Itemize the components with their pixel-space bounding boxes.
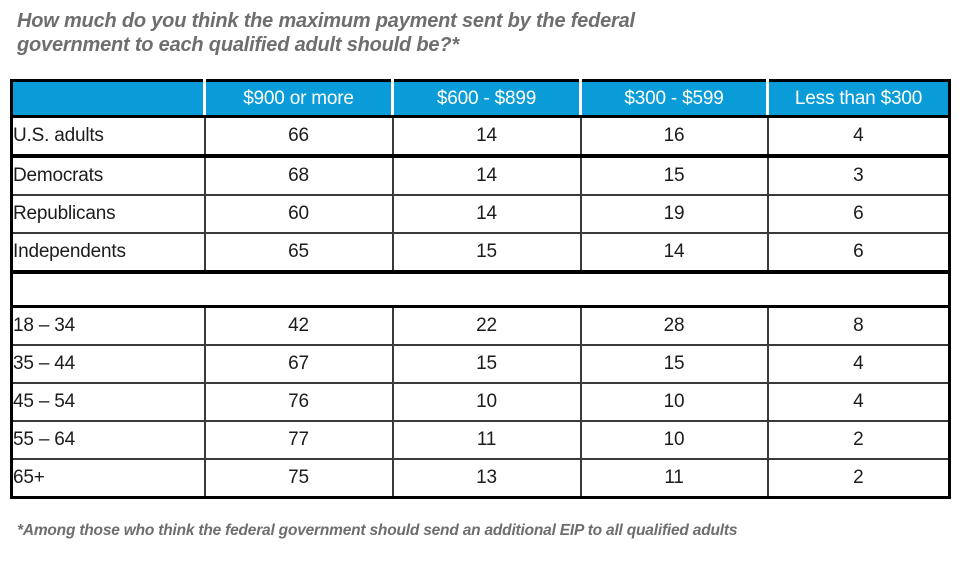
table-row: 45 – 54 76 10 10 4 — [10, 382, 951, 422]
header-row: $900 or more $600 - $899 $300 - $599 Les… — [11, 80, 950, 118]
spacer-row — [11, 271, 950, 308]
value-cell: 28 — [579, 305, 769, 346]
value-cell: 14 — [391, 194, 582, 234]
value-cell: 11 — [579, 458, 769, 499]
footnote: *Among those who think the federal gover… — [17, 522, 738, 539]
value-cell: 42 — [203, 305, 394, 346]
row-label: Independents — [10, 232, 206, 274]
value-cell: 4 — [766, 382, 951, 422]
table-row: 65+ 75 13 11 2 — [10, 458, 951, 499]
value-cell: 8 — [766, 305, 951, 346]
row-label: U.S. adults — [10, 115, 206, 158]
value-cell: 67 — [203, 344, 394, 384]
value-cell: 66 — [203, 115, 394, 158]
value-cell: 14 — [579, 232, 769, 274]
row-label: 18 – 34 — [10, 305, 206, 346]
value-cell: 3 — [766, 155, 951, 196]
row-label: 45 – 54 — [10, 382, 206, 422]
table-row: 55 – 64 77 11 10 2 — [10, 420, 951, 460]
value-cell: 13 — [391, 458, 582, 499]
row-label: 65+ — [10, 458, 206, 499]
value-cell: 6 — [766, 194, 951, 234]
survey-table: $900 or more $600 - $899 $300 - $599 Les… — [10, 79, 951, 499]
value-cell: 22 — [391, 305, 582, 346]
value-cell: 77 — [203, 420, 394, 460]
value-cell: 2 — [766, 458, 951, 499]
value-cell: 14 — [391, 155, 582, 196]
value-cell: 16 — [579, 115, 769, 158]
value-cell: 75 — [203, 458, 394, 499]
value-cell: 76 — [203, 382, 394, 422]
value-cell: 19 — [579, 194, 769, 234]
table-body: U.S. adults 66 14 16 4 Democrats 68 14 15 3 Republ… — [10, 115, 951, 499]
table-row: 35 – 44 67 15 15 4 — [10, 344, 951, 384]
value-cell: 10 — [579, 420, 769, 460]
spacer-cell — [11, 271, 950, 308]
value-cell: 2 — [766, 420, 951, 460]
value-cell: 6 — [766, 232, 951, 274]
value-cell: 68 — [203, 155, 394, 196]
value-cell: 15 — [579, 155, 769, 196]
value-cell: 15 — [579, 344, 769, 384]
header-cell-blank — [11, 80, 205, 118]
value-cell: 4 — [766, 344, 951, 384]
row-label: 55 – 64 — [10, 420, 206, 460]
value-cell: 65 — [203, 232, 394, 274]
header-cell-less-than-300: Less than $300 — [766, 80, 950, 118]
value-cell: 15 — [391, 344, 582, 384]
value-cell: 60 — [203, 194, 394, 234]
value-cell: 15 — [391, 232, 582, 274]
table-row: Independents 65 15 14 6 — [10, 232, 951, 274]
header-cell-300-599: $300 - $599 — [579, 80, 768, 118]
table-row: 18 – 34 42 22 28 8 — [10, 305, 951, 346]
header-cell-900-or-more: $900 or more — [203, 80, 393, 118]
value-cell: 10 — [579, 382, 769, 422]
row-label: 35 – 44 — [10, 344, 206, 384]
header-cell-600-899: $600 - $899 — [391, 80, 581, 118]
value-cell: 14 — [391, 115, 582, 158]
value-cell: 11 — [391, 420, 582, 460]
table-title: How much do you think the maximum paymen… — [17, 10, 635, 56]
row-label: Republicans — [10, 194, 206, 234]
value-cell: 10 — [391, 382, 582, 422]
table-row: U.S. adults 66 14 16 4 — [10, 115, 951, 158]
table-row: Republicans 60 14 19 6 — [10, 194, 951, 234]
row-label: Democrats — [10, 155, 206, 196]
table-row: Democrats 68 14 15 3 — [10, 155, 951, 196]
value-cell: 4 — [766, 115, 951, 158]
